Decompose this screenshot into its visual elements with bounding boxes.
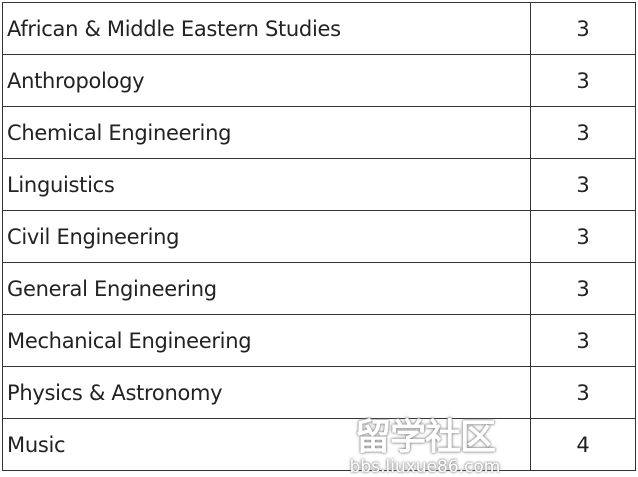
table-row: Anthropology 3 <box>1 54 636 107</box>
subjects-table: African & Middle Eastern Studies 3 Anthrop… <box>1 2 636 471</box>
value-cell: 3 <box>530 366 636 419</box>
subject-cell: Chemical Engineering <box>1 106 532 159</box>
table-row: Physics & Astronomy 3 <box>1 366 636 419</box>
table-row: Linguistics 3 <box>1 158 636 211</box>
subject-cell: Anthropology <box>1 54 532 107</box>
value-cell: 3 <box>530 54 636 107</box>
value-cell: 4 <box>530 418 636 471</box>
subject-cell: Physics & Astronomy <box>1 366 532 419</box>
table-row: General Engineering 3 <box>1 262 636 315</box>
value-cell: 3 <box>530 158 636 211</box>
table-row: Chemical Engineering 3 <box>1 106 636 159</box>
value-cell: 3 <box>530 106 636 159</box>
table-row: Civil Engineering 3 <box>1 210 636 263</box>
value-cell: 3 <box>530 2 636 55</box>
subject-cell: Mechanical Engineering <box>1 314 532 367</box>
value-cell: 3 <box>530 210 636 263</box>
subject-cell: Civil Engineering <box>1 210 532 263</box>
table-row: Mechanical Engineering 3 <box>1 314 636 367</box>
subject-cell: Linguistics <box>1 158 532 211</box>
table-row: Music 4 <box>1 418 636 471</box>
subject-cell: Music <box>1 418 532 471</box>
subject-cell: General Engineering <box>1 262 532 315</box>
table-row: African & Middle Eastern Studies 3 <box>1 2 636 55</box>
value-cell: 3 <box>530 262 636 315</box>
value-cell: 3 <box>530 314 636 367</box>
subject-cell: African & Middle Eastern Studies <box>1 2 532 55</box>
